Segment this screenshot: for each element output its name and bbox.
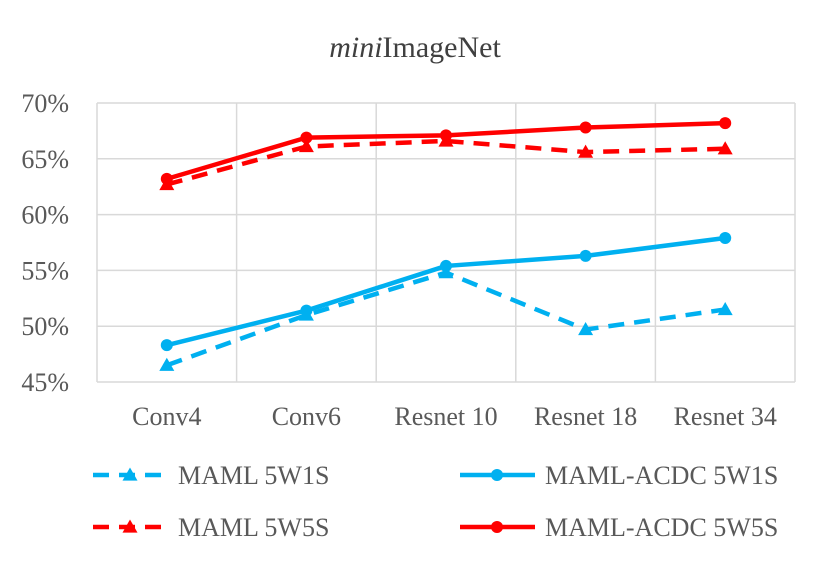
data-point-circle	[300, 304, 313, 317]
legend-label: MAML-ACDC 5W5S	[545, 513, 778, 542]
chart-title-rest: ImageNet	[383, 31, 502, 64]
data-point-triangle	[122, 467, 138, 481]
y-tick-label: 65%	[21, 145, 69, 174]
series-maml-5w5s	[159, 133, 733, 191]
data-point-circle	[579, 121, 592, 134]
data-point-circle	[719, 232, 732, 245]
x-tick-label: Resnet 18	[534, 402, 637, 431]
y-tick-label: 45%	[21, 368, 69, 397]
data-point-circle	[491, 521, 503, 533]
data-point-triangle	[717, 141, 733, 155]
data-point-triangle	[717, 301, 733, 316]
series-maml-5w1s	[159, 265, 733, 371]
y-tick-label: 60%	[21, 201, 69, 230]
series-line	[166, 235, 726, 348]
data-point-circle	[491, 469, 503, 481]
series-maml-acdc-5w1s	[160, 232, 732, 352]
legend-label: MAML 5W5S	[178, 513, 329, 542]
legend-label: MAML-ACDC 5W1S	[545, 461, 778, 490]
data-point-circle	[579, 249, 592, 262]
y-tick-label: 50%	[21, 312, 69, 341]
legend-item: MAML 5W1S	[93, 461, 329, 490]
data-point-triangle	[159, 357, 175, 371]
y-tick-label: 70%	[21, 89, 69, 118]
tick-layer: 45% 50% 55% 60% 65% 70% Conv4 Conv6 Resnet 10 Res…	[21, 89, 777, 431]
series-line	[166, 138, 726, 187]
chart-title: miniImageNet	[329, 31, 501, 64]
data-point-triangle	[578, 322, 594, 336]
series-maml-acdc-5w5s	[160, 117, 732, 185]
data-point-circle	[160, 339, 173, 352]
legend-label: MAML 5W1S	[178, 461, 329, 490]
legend-item: MAML 5W5S	[93, 513, 329, 542]
series-line	[166, 270, 726, 368]
legend-item: MAML-ACDC 5W1S	[460, 461, 778, 490]
x-tick-label: Resnet 10	[394, 402, 497, 431]
data-point-triangle	[122, 519, 138, 533]
data-point-circle	[440, 129, 452, 142]
data-point-circle	[719, 117, 732, 130]
series-layer	[159, 117, 733, 371]
y-tick-label: 55%	[21, 256, 69, 285]
data-point-triangle	[578, 144, 594, 158]
x-tick-label: Conv6	[272, 402, 341, 431]
legend-item: MAML-ACDC 5W5S	[460, 513, 778, 542]
x-tick-label: Resnet 34	[674, 402, 777, 431]
data-point-circle	[160, 172, 173, 185]
data-point-circle	[440, 259, 452, 272]
legend: MAML 5W1S MAML-ACDC 5W1S MAML 5W5S MAML-ACD…	[93, 461, 778, 542]
x-tick-label: Conv4	[132, 402, 201, 431]
data-point-triangle	[298, 139, 314, 153]
data-point-circle	[300, 131, 313, 144]
chart-title-italic: mini	[329, 31, 382, 64]
